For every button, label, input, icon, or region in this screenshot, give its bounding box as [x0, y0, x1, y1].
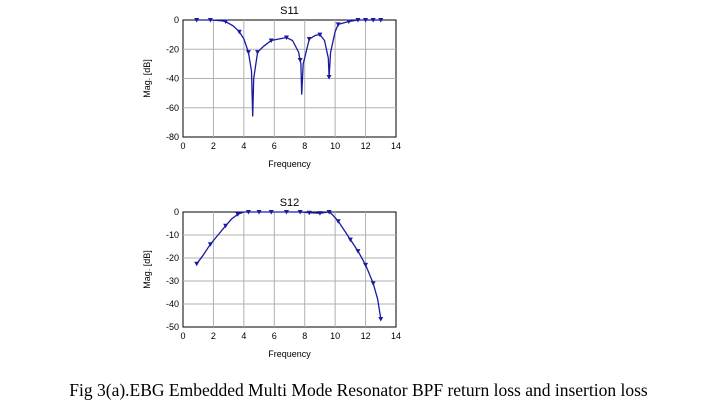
y-tick-label: -20	[166, 44, 179, 54]
data-marker	[335, 219, 341, 224]
data-marker	[223, 19, 229, 24]
x-tick-label: 4	[241, 141, 246, 151]
data-marker	[223, 223, 229, 229]
y-tick-label: -80	[166, 132, 179, 142]
x-axis-label: Frequency	[268, 349, 311, 359]
data-marker	[370, 281, 376, 286]
data-marker	[236, 29, 242, 35]
data-marker	[326, 210, 332, 215]
data-marker	[306, 37, 312, 42]
data-marker	[326, 75, 332, 80]
x-tick-label: 0	[180, 141, 185, 151]
data-marker	[347, 237, 353, 243]
data-marker	[207, 242, 213, 247]
y-tick-label: 0	[174, 207, 179, 217]
x-tick-label: 4	[241, 331, 246, 341]
data-marker	[255, 50, 261, 55]
data-marker	[297, 57, 303, 63]
data-marker	[235, 212, 241, 217]
y-tick-label: -10	[166, 230, 179, 240]
data-marker	[346, 19, 352, 24]
data-marker	[297, 210, 303, 215]
chart-title: S11	[280, 5, 299, 17]
x-tick-label: 2	[211, 331, 216, 341]
data-marker	[194, 18, 200, 23]
x-tick-label: 10	[330, 141, 340, 151]
chart-s11: 0 2 4 6 8 10 12 14 0 -20 -40 -60 -80 S11 Frequency Mag.…	[142, 5, 401, 169]
x-tick-label: 0	[180, 331, 185, 341]
data-marker	[268, 210, 274, 215]
data-marker	[335, 22, 341, 27]
figure-caption: Fig 3(a).EBG Embedded Multi Mode Resonat…	[69, 380, 648, 400]
data-marker	[317, 32, 323, 38]
x-tick-label: 2	[211, 141, 216, 151]
data-marker	[355, 18, 361, 23]
y-tick-label: -30	[166, 276, 179, 286]
x-tick-label: 10	[330, 331, 340, 341]
x-tick-label: 12	[361, 141, 371, 151]
data-marker	[245, 210, 251, 215]
data-marker	[363, 18, 369, 23]
data-marker	[283, 35, 289, 41]
data-marker	[207, 18, 213, 23]
y-tick-label: -50	[166, 322, 179, 332]
x-tick-label: 12	[361, 331, 371, 341]
data-marker	[245, 50, 251, 55]
x-tick-label: 6	[272, 331, 277, 341]
data-marker	[256, 210, 262, 215]
data-marker	[268, 38, 274, 43]
series-line	[196, 19, 381, 117]
data-marker	[283, 210, 289, 215]
x-tick-label: 14	[391, 141, 401, 151]
data-marker	[194, 261, 200, 267]
chart-s12: 0 2 4 6 8 10 12 14 0 -10 -20 -30 -40 -50 S12 Frequency M…	[142, 197, 401, 359]
data-marker	[363, 262, 369, 268]
data-marker	[317, 211, 323, 216]
x-tick-label: 14	[391, 331, 401, 341]
data-marker	[370, 18, 376, 23]
chart-title: S12	[280, 197, 300, 209]
x-tick-label: 6	[272, 141, 277, 151]
data-marker	[306, 210, 312, 216]
plot-area	[182, 211, 397, 328]
x-axis-label: Frequency	[268, 159, 311, 169]
data-marker	[355, 249, 361, 254]
y-tick-label: -40	[166, 74, 179, 84]
y-axis-label: Mag. [dB]	[142, 250, 152, 289]
y-tick-label: -40	[166, 299, 179, 309]
x-tick-label: 8	[302, 331, 307, 341]
data-marker	[378, 18, 384, 23]
y-tick-label: -20	[166, 253, 179, 263]
y-tick-label: 0	[174, 15, 179, 25]
data-marker	[378, 316, 384, 322]
y-axis-label: Mag. [dB]	[142, 59, 152, 98]
y-tick-label: -60	[166, 103, 179, 113]
x-tick-label: 8	[302, 141, 307, 151]
